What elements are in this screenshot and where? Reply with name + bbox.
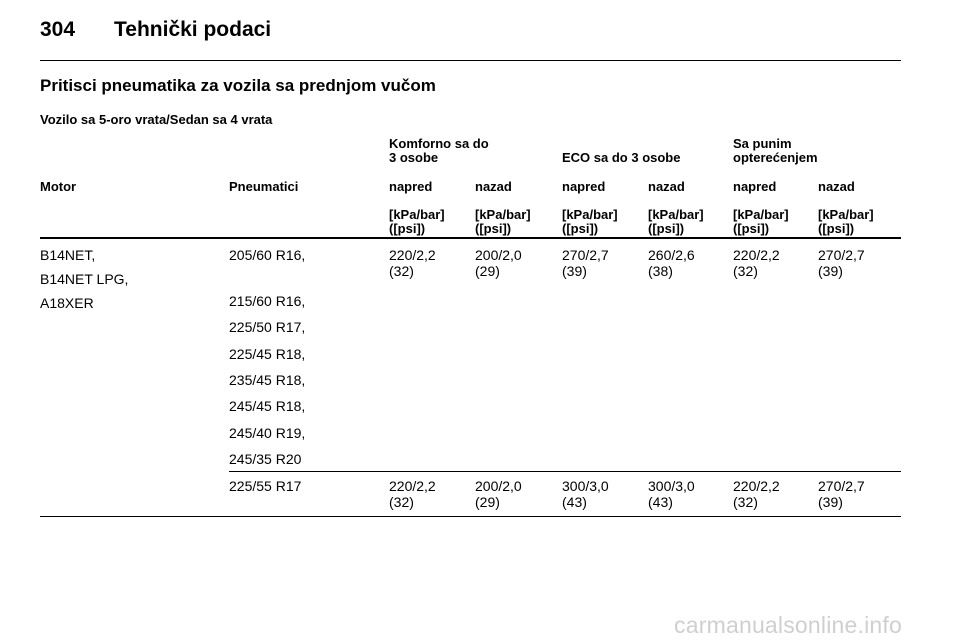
column-header-comfort-rear: nazad <box>475 179 512 194</box>
group-header-comfort: Komforno sa do 3 osobe <box>389 137 489 165</box>
tyre-cell: 225/50 R17, <box>229 319 306 335</box>
section-title: Pritisci pneumatika za vozila sa prednjo… <box>40 76 436 95</box>
pressure-cell: 270/2,7 (39) <box>562 247 609 279</box>
unit-label: [kPa/bar] ([psi]) <box>389 207 445 236</box>
pressure-cell: 300/3,0 (43) <box>562 478 609 510</box>
tyre-cell: 215/60 R16, <box>229 293 306 309</box>
motor-cell: A18XER <box>40 295 94 311</box>
pressure-cell: 270/2,7 (39) <box>818 478 865 510</box>
pressure-cell: 300/3,0 (43) <box>648 478 695 510</box>
table-bottom-divider <box>40 516 901 517</box>
subsection-title: Vozilo sa 5-oro vrata/Sedan sa 4 vrata <box>40 112 273 127</box>
column-header-comfort-front: napred <box>389 179 433 194</box>
header-divider <box>40 60 901 61</box>
pressure-cell: 220/2,2 (32) <box>389 247 436 279</box>
pressure-cell: 220/2,2 (32) <box>733 247 780 279</box>
column-header-tyres: Pneumatici <box>229 179 299 194</box>
column-header-eco-rear: nazad <box>648 179 685 194</box>
column-header-full-rear: nazad <box>818 179 855 194</box>
column-header-full-front: napred <box>733 179 777 194</box>
unit-label: [kPa/bar] ([psi]) <box>562 207 618 236</box>
tyre-cell: 235/45 R18, <box>229 372 306 388</box>
group-header-comfort-line1: Komforno sa do <box>389 136 489 151</box>
unit-label: [kPa/bar] ([psi]) <box>475 207 531 236</box>
page-number: 304 <box>40 18 76 41</box>
motor-cell: B14NET LPG, <box>40 271 129 287</box>
pressure-cell: 200/2,0 (29) <box>475 247 522 279</box>
tyre-cell: 225/55 R17 <box>229 478 302 494</box>
group-header-full-line2: opterećenjem <box>733 150 818 165</box>
tyre-cell: 245/35 R20 <box>229 451 302 467</box>
group-header-full-load: Sa punim opterećenjem <box>733 137 818 165</box>
tyre-cell: 225/45 R18, <box>229 346 306 362</box>
column-header-eco-front: napred <box>562 179 606 194</box>
tyre-cell: 245/40 R19, <box>229 425 306 441</box>
group-header-full-line1: Sa punim <box>733 136 792 151</box>
column-header-motor: Motor <box>40 179 77 194</box>
pressure-cell: 220/2,2 (32) <box>389 478 436 510</box>
tyre-cell: 205/60 R16, <box>229 247 306 263</box>
pressure-cell: 200/2,0 (29) <box>475 478 522 510</box>
tyre-cell: 245/45 R18, <box>229 398 306 414</box>
page-title: Tehnički podaci <box>114 18 272 41</box>
group-header-comfort-line2: 3 osobe <box>389 150 439 165</box>
pressure-cell: 260/2,6 (38) <box>648 247 695 279</box>
unit-label: [kPa/bar] ([psi]) <box>733 207 789 236</box>
unit-label: [kPa/bar] ([psi]) <box>648 207 704 236</box>
pressure-cell: 270/2,7 (39) <box>818 247 865 279</box>
group-header-eco: ECO sa do 3 osobe <box>562 150 681 165</box>
table-header-divider <box>40 237 901 239</box>
unit-label: [kPa/bar] ([psi]) <box>818 207 874 236</box>
row-divider <box>229 471 901 472</box>
watermark: carmanualsonline.info <box>674 612 902 638</box>
pressure-cell: 220/2,2 (32) <box>733 478 780 510</box>
motor-cell: B14NET, <box>40 247 96 263</box>
